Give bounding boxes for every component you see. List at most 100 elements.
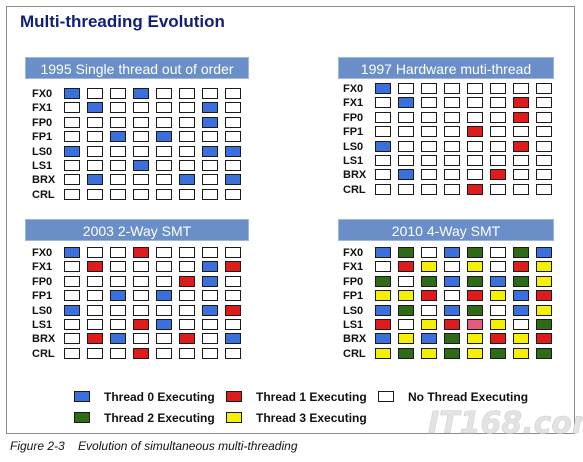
slot-cell bbox=[133, 160, 149, 171]
slot-cell bbox=[490, 141, 506, 152]
slot-cell bbox=[421, 290, 437, 301]
slot-cell bbox=[444, 184, 460, 195]
slot-cell bbox=[444, 319, 460, 330]
slot-cell bbox=[64, 290, 80, 301]
slot-cell bbox=[179, 160, 195, 171]
slot-cell bbox=[225, 117, 241, 128]
slot-cell bbox=[398, 155, 414, 166]
slot-cell bbox=[421, 305, 437, 316]
slot-cell bbox=[398, 169, 414, 180]
slot-cell bbox=[444, 305, 460, 316]
slot-cell bbox=[375, 184, 391, 195]
slot-cell bbox=[467, 261, 483, 272]
slot-cell bbox=[87, 247, 103, 258]
slot-cell bbox=[398, 83, 414, 94]
slot-cell bbox=[444, 112, 460, 123]
slot-cell bbox=[421, 126, 437, 137]
slot-cell bbox=[156, 146, 172, 157]
slot-cell bbox=[513, 112, 529, 123]
slot-cell bbox=[225, 160, 241, 171]
slot-cell bbox=[133, 174, 149, 185]
slot-cell bbox=[202, 174, 218, 185]
slot-cell bbox=[467, 126, 483, 137]
slot-cell bbox=[375, 141, 391, 152]
slot-cell bbox=[179, 189, 195, 200]
slot-cell bbox=[156, 247, 172, 258]
slot-cell bbox=[202, 290, 218, 301]
row-label-fx0: FX0 bbox=[343, 247, 364, 259]
slot-cell bbox=[179, 348, 195, 359]
slot-cell bbox=[536, 126, 552, 137]
slot-cell bbox=[133, 305, 149, 316]
slot-cell bbox=[490, 348, 506, 359]
slot-cell bbox=[133, 88, 149, 99]
legend-label: Thread 0 Executing bbox=[104, 390, 215, 404]
slot-cell bbox=[64, 174, 80, 185]
row-label-ls0: LS0 bbox=[343, 141, 364, 153]
slot-cell bbox=[444, 141, 460, 152]
slot-cell bbox=[467, 83, 483, 94]
slot-cell bbox=[421, 83, 437, 94]
slot-cell bbox=[110, 174, 126, 185]
slot-cell bbox=[444, 348, 460, 359]
row-label-fx0: FX0 bbox=[32, 247, 53, 259]
row-label-fx1: FX1 bbox=[343, 97, 364, 109]
slot-cell bbox=[64, 189, 80, 200]
slot-cell bbox=[225, 261, 241, 272]
slot-cell bbox=[467, 141, 483, 152]
slot-cell bbox=[64, 88, 80, 99]
slot-cell bbox=[398, 112, 414, 123]
row-label-fp0: FP0 bbox=[32, 117, 53, 129]
slot-cell bbox=[110, 333, 126, 344]
slot-cell bbox=[225, 102, 241, 113]
slot-cell bbox=[421, 155, 437, 166]
legend-swatch bbox=[226, 391, 242, 402]
legend-label: Thread 2 Executing bbox=[104, 411, 215, 425]
slot-cell bbox=[133, 102, 149, 113]
slot-cell bbox=[133, 131, 149, 142]
slot-cell bbox=[156, 348, 172, 359]
slot-cell bbox=[202, 131, 218, 142]
slot-cell bbox=[110, 305, 126, 316]
slot-cell bbox=[87, 102, 103, 113]
slot-cell bbox=[444, 169, 460, 180]
slot-cell bbox=[225, 276, 241, 287]
slot-cell bbox=[225, 319, 241, 330]
slot-cell bbox=[444, 290, 460, 301]
slot-cell bbox=[179, 305, 195, 316]
slot-cell bbox=[87, 348, 103, 359]
slot-cell bbox=[110, 261, 126, 272]
slot-cell bbox=[202, 319, 218, 330]
slot-cell bbox=[444, 155, 460, 166]
slot-cell bbox=[536, 83, 552, 94]
slot-cell bbox=[110, 131, 126, 142]
slot-cell bbox=[536, 261, 552, 272]
slot-cell bbox=[64, 131, 80, 142]
slot-cell bbox=[513, 169, 529, 180]
slot-cell bbox=[64, 276, 80, 287]
slot-cell bbox=[110, 160, 126, 171]
slot-cell bbox=[490, 169, 506, 180]
slot-cell bbox=[156, 117, 172, 128]
slot-cell bbox=[225, 247, 241, 258]
slot-cell bbox=[467, 333, 483, 344]
row-label-fx0: FX0 bbox=[32, 88, 53, 100]
slot-cell bbox=[375, 83, 391, 94]
slot-cell bbox=[179, 290, 195, 301]
slot-cell bbox=[133, 290, 149, 301]
legend-swatch bbox=[74, 412, 90, 423]
slot-cell bbox=[375, 333, 391, 344]
figure-number: Figure 2-3 bbox=[10, 439, 65, 453]
slot-cell bbox=[156, 305, 172, 316]
slot-cell bbox=[398, 348, 414, 359]
row-label-brx: BRX bbox=[343, 169, 367, 181]
slot-cell bbox=[490, 83, 506, 94]
slot-cell bbox=[179, 88, 195, 99]
slot-cell bbox=[156, 333, 172, 344]
legend-swatch bbox=[74, 391, 90, 402]
slot-cell bbox=[156, 174, 172, 185]
slot-cell bbox=[156, 319, 172, 330]
slot-cell bbox=[444, 276, 460, 287]
slot-cell bbox=[110, 276, 126, 287]
slot-cell bbox=[375, 169, 391, 180]
